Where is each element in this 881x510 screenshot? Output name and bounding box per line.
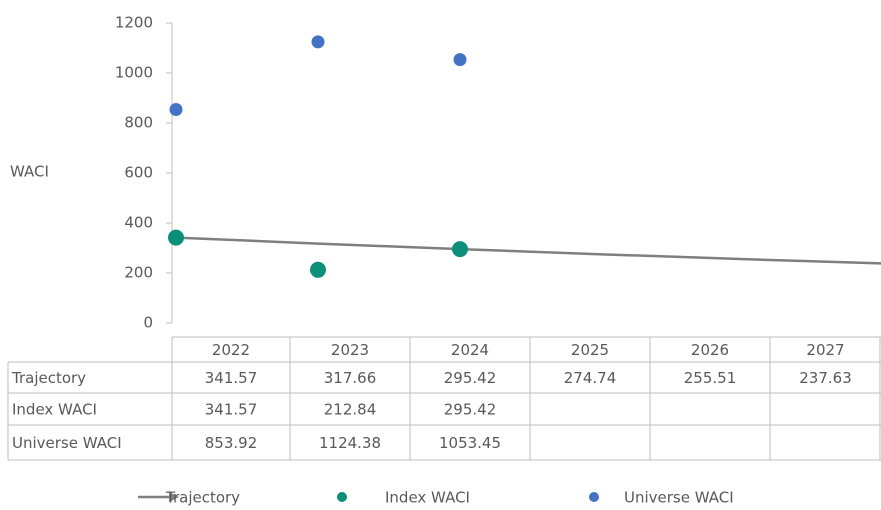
table-header: 2025 (571, 341, 609, 359)
table-header: 2026 (691, 341, 729, 359)
table-cell: 317.66 (324, 369, 377, 387)
legend-label: Index WACI (385, 489, 470, 507)
table-header: 2023 (331, 341, 369, 359)
y-tick-label: 1200 (115, 14, 153, 32)
y-tick-label: 200 (124, 264, 153, 282)
legend-label: Trajectory (165, 489, 240, 507)
table-row-label: Trajectory (11, 369, 86, 387)
y-tick-label: 400 (124, 214, 153, 232)
y-tick-label: 0 (143, 314, 153, 332)
table-cell: 212.84 (324, 401, 377, 419)
table-row-label: Universe WACI (12, 434, 122, 452)
legend-swatch (337, 492, 347, 502)
y-axis-label: WACI (10, 163, 49, 181)
table-cell: 1053.45 (439, 434, 501, 452)
legend-label: Universe WACI (624, 489, 734, 507)
table-cell: 237.63 (799, 369, 852, 387)
table-cell: 274.74 (564, 369, 617, 387)
table-header: 2024 (451, 341, 489, 359)
table-cell: 1124.38 (319, 434, 381, 452)
table-cell: 341.57 (205, 401, 258, 419)
table-cell: 295.42 (444, 401, 497, 419)
y-tick-label: 1000 (115, 64, 153, 82)
marker (452, 241, 468, 258)
marker (169, 103, 183, 117)
marker (311, 35, 325, 49)
table-cell: 341.57 (205, 369, 258, 387)
table-cell: 295.42 (444, 369, 497, 387)
table-cell: 255.51 (684, 369, 737, 387)
table-header: 2027 (806, 341, 844, 359)
legend-swatch (589, 492, 599, 502)
y-tick-label: 600 (124, 164, 153, 182)
marker (310, 261, 326, 278)
marker (453, 53, 467, 67)
table-header: 2022 (212, 341, 250, 359)
y-tick-label: 800 (124, 114, 153, 132)
table-cell: 853.92 (205, 434, 258, 452)
marker (168, 229, 184, 246)
trajectory-line (175, 236, 881, 269)
table-row-label: Index WACI (12, 401, 97, 419)
